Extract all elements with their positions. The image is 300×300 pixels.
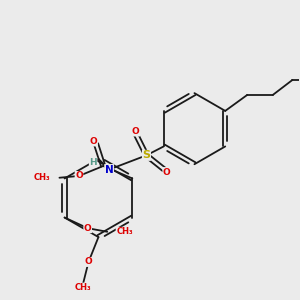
Text: O: O: [132, 127, 140, 136]
Text: O: O: [163, 167, 171, 176]
Text: CH₃: CH₃: [75, 283, 92, 292]
Text: N: N: [105, 165, 113, 175]
Text: H: H: [89, 158, 97, 167]
Text: S: S: [142, 150, 150, 160]
Text: O: O: [85, 257, 92, 266]
Text: CH₃: CH₃: [116, 227, 133, 236]
Text: O: O: [90, 137, 98, 146]
Text: CH₃: CH₃: [34, 173, 51, 182]
Text: O: O: [75, 172, 83, 181]
Text: O: O: [84, 224, 92, 233]
